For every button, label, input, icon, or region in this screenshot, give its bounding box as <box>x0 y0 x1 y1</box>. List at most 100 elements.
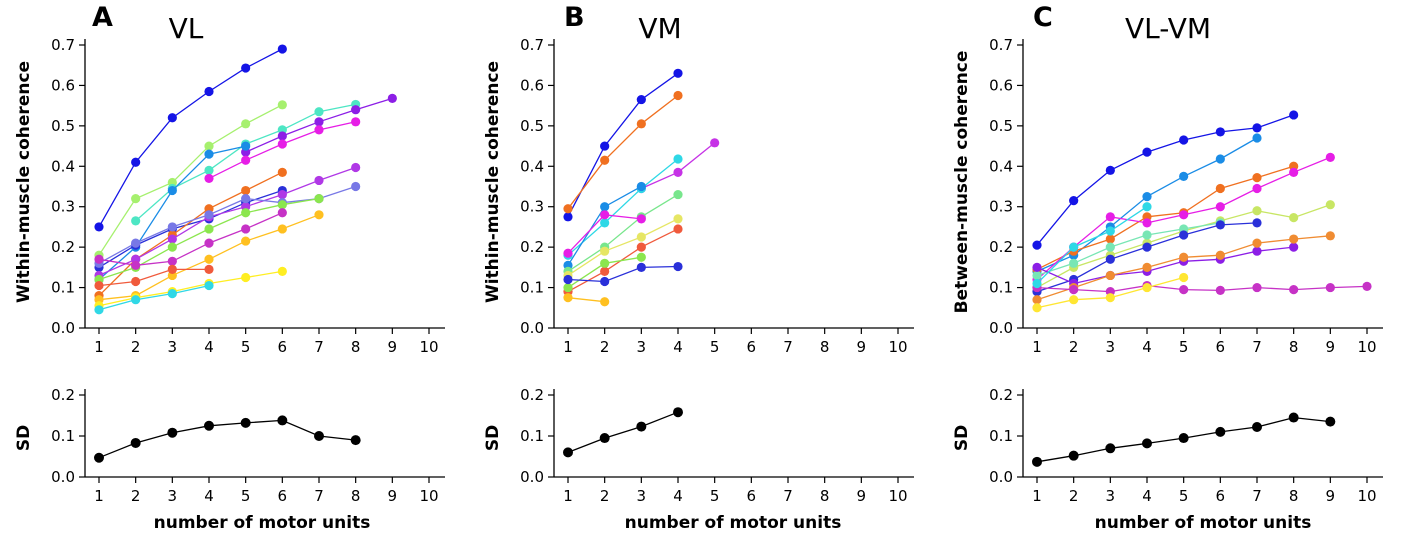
panel-c-x-tick-label: 6 <box>1216 338 1226 356</box>
panel-b-series-10 <box>563 252 646 293</box>
panel-b-x-tick-label: 5 <box>710 338 720 356</box>
panel-a-data-point <box>351 162 361 173</box>
panel-a-sd-plot: 0.0 0.1 0.2 1 2 3 4 5 6 7 8 9 10 <box>51 386 445 505</box>
panel-c-sd-y-tick-label: 0.2 <box>989 386 1013 404</box>
panel-b-sd-series-1 <box>563 407 683 458</box>
panel-c-sd-data-point <box>1105 443 1116 454</box>
panel-c-data-point <box>1215 127 1225 137</box>
panel-c-data-point <box>1362 281 1372 291</box>
panel-c-data-point <box>1215 250 1225 260</box>
panel-a-data-point <box>167 113 177 123</box>
panel-b-data-point <box>563 248 573 258</box>
panel-letter-a: A <box>92 2 113 33</box>
panel-a-series-line <box>98 166 356 276</box>
panel-a-data-point <box>204 173 214 184</box>
panel-b-sd-data-point <box>636 421 647 432</box>
panel-c-data-point <box>1179 230 1189 240</box>
panel-c-sd-y-tick-label: 0.0 <box>989 468 1013 486</box>
panel-b-data-point <box>636 94 646 105</box>
panel-b-sd-x-tick-label: 4 <box>673 487 683 505</box>
panel-a-data-point <box>204 141 214 151</box>
panel-b-x-tick-label: 6 <box>747 338 757 356</box>
panel-a-data-point <box>204 254 214 264</box>
panel-c-series-line <box>1036 206 1148 284</box>
panel-a-sd-x-tick-label: 2 <box>131 487 141 505</box>
panel-a-x-tick-label: 1 <box>94 338 104 356</box>
panel-c-x-tick-label: 3 <box>1106 338 1116 356</box>
panel-a-data-point <box>277 139 287 149</box>
panel-b-x-tick-label: 1 <box>563 338 573 356</box>
panel-c-sd-x-tick-label: 9 <box>1326 487 1336 505</box>
panel-a-data-point <box>277 224 287 234</box>
panel-a-y-tick-label: 0.5 <box>51 117 75 135</box>
panel-b-data-point <box>600 202 610 212</box>
panel-b-data-point <box>600 276 610 287</box>
panel-b-data-point <box>636 232 646 242</box>
panel-c-data-point <box>1142 218 1152 228</box>
panel-b-sd-x-tick-label: 8 <box>820 487 830 505</box>
panel-c-data-point <box>1252 282 1262 293</box>
panel-c-data-point <box>1289 213 1299 223</box>
panel-b-data-point <box>673 68 683 78</box>
panel-a-data-point <box>277 266 287 276</box>
panel-b-series-6 <box>563 189 683 276</box>
panel-c-data-point <box>1252 183 1262 194</box>
panel-c-data-point <box>1252 246 1262 256</box>
panel-b-x-tick-label: 10 <box>888 338 907 356</box>
panel-a-series-line <box>98 212 283 266</box>
panel-c-data-point <box>1179 210 1189 220</box>
panel-c-data-point <box>1142 230 1152 240</box>
panel-a-data-point <box>94 254 104 264</box>
panel-b-series-3 <box>636 138 720 194</box>
panel-b-series-12 <box>563 293 610 307</box>
panel-c-sd-x-tick-label: 5 <box>1179 487 1189 505</box>
panel-c-data-point <box>1325 282 1335 293</box>
panel-b-sd-y-axis-title: SD <box>483 425 503 451</box>
panel-b-data-point <box>600 210 610 220</box>
panel-a-data-point <box>241 155 251 165</box>
panel-c-data-point <box>1252 173 1262 183</box>
panel-c-data-point <box>1179 171 1189 181</box>
panel-c-sd-series-1 <box>1032 412 1336 467</box>
panel-a-data-point <box>167 256 177 266</box>
panel-a-series-14 <box>94 264 214 291</box>
panel-c-data-point <box>1105 226 1115 236</box>
panel-c-sd-data-point <box>1215 426 1226 437</box>
panel-a-y-tick-label: 0.7 <box>51 36 75 54</box>
panel-b-sd-series-line <box>567 411 679 454</box>
panel-c-data-point <box>1069 258 1079 268</box>
panel-b-sd-x-tick-label: 7 <box>783 487 793 505</box>
panel-a-data-point <box>167 264 177 274</box>
panel-a-sd-data-point <box>350 435 361 446</box>
panel-b-sd-data-point <box>563 447 573 458</box>
panel-a-y-tick-label: 0.4 <box>51 157 75 175</box>
panel-c-y-tick-label: 0.2 <box>989 238 1013 256</box>
panel-c-data-point <box>1032 303 1042 313</box>
panel-a-data-point <box>241 141 251 151</box>
panel-b-data-point <box>673 154 683 164</box>
panel-a-data-point <box>351 117 361 127</box>
panel-a-data-point <box>314 175 324 186</box>
panel-a-data-point <box>131 276 141 287</box>
panel-a-plot: 0.0 0.1 0.2 0.3 0.4 0.5 0.6 0.7 1 2 3 4 5 6 7 8 9 10 <box>51 36 445 356</box>
panel-a-x-tick-label: 3 <box>168 338 178 356</box>
panel-c-data-point <box>1142 202 1152 212</box>
panel-a-series-13 <box>94 210 324 305</box>
panel-b-y-tick-label: 0.6 <box>520 76 544 94</box>
panel-b-series-line <box>567 228 679 293</box>
panel-a-x-tick-label: 7 <box>314 338 324 356</box>
panel-c-y-tick-label: 0.6 <box>989 76 1013 94</box>
panel-title-vm: VM <box>638 12 681 45</box>
panel-c-data-point <box>1179 135 1189 145</box>
panel-c-sd-x-tick-label: 1 <box>1032 487 1042 505</box>
panel-c-data-point <box>1215 183 1225 194</box>
panel-b-data-point <box>600 297 610 307</box>
panel-a-data-point <box>131 216 141 226</box>
panel-a-data-point <box>351 105 361 115</box>
panel-a-data-point <box>277 200 287 210</box>
panel-c-data-point <box>1032 278 1042 289</box>
panel-c-series-12 <box>1032 202 1152 289</box>
panel-a-x-tick-label: 8 <box>351 338 361 356</box>
panel-b-y-tick-label: 0.1 <box>520 279 544 297</box>
panel-c-data-point <box>1105 212 1115 222</box>
